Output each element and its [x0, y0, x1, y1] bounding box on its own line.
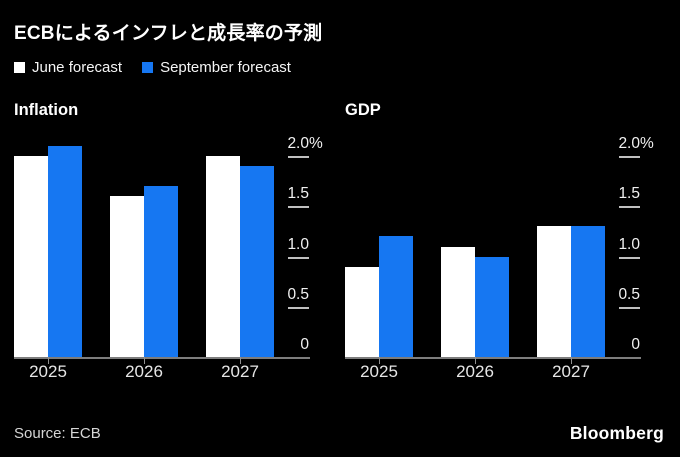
inflation-2026-june-bar: [110, 196, 144, 357]
legend-item-september: September forecast: [142, 59, 291, 76]
gdp-x-label-2026: 2026: [456, 362, 494, 381]
inflation-chart-title: Inflation: [14, 101, 79, 119]
legend-label-september: September forecast: [160, 59, 291, 76]
september-swatch: [142, 62, 154, 73]
gdp-x-label-2025: 2025: [360, 362, 398, 381]
legend-label-june: June forecast: [32, 59, 123, 76]
gdp-y-tick-2.0: [619, 156, 640, 159]
gdp-x-label-2027: 2027: [552, 362, 590, 381]
inflation-y-label-2.0: 2.0%: [287, 135, 323, 153]
inflation-2025-september-bar: [48, 146, 82, 357]
inflation-y-label-1.0: 1.0: [287, 235, 309, 253]
gdp-2026-june-bar: [441, 247, 475, 357]
page-title: ECBによるインフレと成長率の予測: [14, 23, 323, 44]
gdp-y-label-1.0: 1.0: [618, 235, 640, 253]
inflation-2025-june-bar: [14, 156, 48, 357]
inflation-y-tick-2.0: [288, 156, 309, 159]
inflation-y-tick-1.5: [288, 206, 309, 209]
inflation-2027-june-bar: [206, 156, 240, 357]
inflation-2026-september-bar: [144, 186, 178, 357]
inflation-2027-september-bar: [240, 166, 274, 357]
inflation-y-tick-0.5: [288, 306, 309, 309]
gdp-y-label-1.5: 1.5: [618, 185, 640, 203]
bloomberg-logo: Bloomberg: [569, 423, 664, 443]
gdp-2027-september-bar: [571, 226, 605, 357]
legend-item-june: June forecast: [14, 59, 122, 76]
gdp-chart: GDP 2.0% 1.5 1.0 0.5 0 2025 2026 2027: [345, 101, 654, 381]
inflation-y-tick-1.0: [288, 256, 309, 259]
inflation-x-label-2027: 2027: [221, 362, 259, 381]
legend: June forecast September forecast: [14, 59, 291, 76]
inflation-y-label-0: 0: [300, 336, 309, 353]
gdp-y-label-2.0: 2.0%: [618, 135, 654, 153]
gdp-2027-june-bar: [537, 226, 571, 357]
june-swatch: [14, 62, 25, 73]
gdp-2025-june-bar: [345, 267, 379, 357]
gdp-y-label-0: 0: [631, 336, 640, 353]
gdp-chart-title: GDP: [345, 101, 381, 119]
gdp-y-tick-0.5: [619, 306, 640, 309]
inflation-y-label-1.5: 1.5: [287, 185, 309, 203]
gdp-2026-september-bar: [475, 257, 509, 357]
gdp-y-tick-1.5: [619, 206, 640, 209]
inflation-plot-area: 2.0% 1.5 1.0 0.5 0 2025 2026 2027: [14, 131, 323, 381]
inflation-chart: Inflation 2.0% 1.5 1.0 0.5 0 2025 2026 2027: [14, 101, 323, 381]
gdp-x-tick-2026: [475, 357, 476, 364]
inflation-x-tick-2026: [144, 357, 145, 364]
gdp-y-tick-1.0: [619, 256, 640, 259]
inflation-y-label-0.5: 0.5: [287, 285, 309, 303]
gdp-y-label-0.5: 0.5: [618, 285, 640, 303]
inflation-x-label-2025: 2025: [29, 362, 67, 381]
gdp-x-tick-2027: [571, 357, 572, 364]
gdp-x-tick-2025: [379, 357, 380, 364]
inflation-x-tick-2025: [48, 357, 49, 364]
gdp-plot-area: 2.0% 1.5 1.0 0.5 0 2025 2026 2027: [345, 131, 654, 381]
inflation-x-label-2026: 2026: [125, 362, 163, 381]
source-note: Source: ECB: [14, 425, 101, 442]
gdp-2025-september-bar: [379, 236, 413, 357]
inflation-x-tick-2027: [240, 357, 241, 364]
